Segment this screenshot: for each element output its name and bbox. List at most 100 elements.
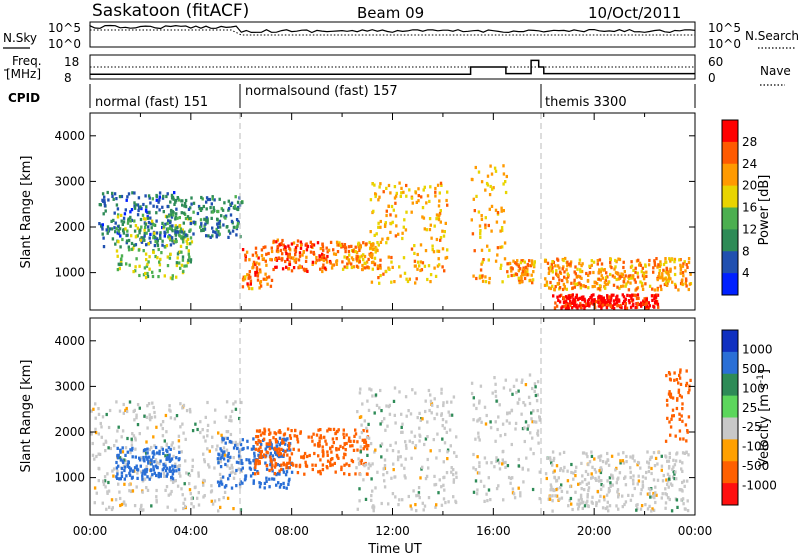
heatmap-cell [598,499,601,503]
heatmap-cell [558,270,562,274]
heatmap-cell [410,210,413,214]
heatmap-cell [148,416,151,420]
heatmap-cell [475,276,478,281]
heatmap-cell [181,422,184,426]
heatmap-cell [377,276,380,280]
heatmap-cell [669,482,673,486]
heatmap-cell [636,503,639,507]
heatmap-cell [580,303,583,307]
heatmap-cell [286,448,289,452]
heatmap-cell [278,436,282,440]
heatmap-cell [629,274,632,278]
heatmap-cell [622,260,625,264]
heatmap-cell [393,185,397,189]
heatmap-cell [582,295,585,299]
heatmap-cell [162,471,166,476]
heatmap-cell [282,433,286,437]
heatmap-cell [218,225,222,229]
heatmap-cell [190,502,193,506]
noise-right-tick-low: 10^0 [708,37,741,51]
heatmap-cell [605,493,609,497]
heatmap-cell [119,234,122,238]
heatmap-cell [120,466,124,471]
heatmap-cell [251,266,254,270]
heatmap-cell [495,399,498,403]
heatmap-cell [500,226,504,230]
heatmap-cell [162,462,165,466]
heatmap-cell [383,224,387,228]
heatmap-cell [238,416,241,421]
heatmap-cell [309,240,312,244]
heatmap-cell [389,213,392,217]
heatmap-cell [305,242,308,246]
heatmap-cell [572,477,575,481]
heatmap-cell [144,225,147,229]
heatmap-cell [640,281,644,285]
heatmap-cell [502,209,505,213]
heatmap-cell [554,301,557,305]
heatmap-cell [104,449,107,453]
heatmap-cell [159,423,163,427]
heatmap-cell [348,436,351,440]
heatmap-cell [173,191,176,195]
heatmap-cell [325,442,328,446]
heatmap-cell [179,230,182,234]
heatmap-cell [631,276,635,280]
heatmap-cell [170,476,173,480]
heatmap-cell [415,277,418,281]
heatmap-cell [570,301,574,305]
heatmap-cell [115,400,118,404]
heatmap-cell [159,474,162,478]
heatmap-cell [410,196,414,200]
heatmap-cell [509,476,513,481]
heatmap-cell [154,240,157,244]
heatmap-cell [568,498,571,503]
heatmap-cell [259,280,263,284]
heatmap-cell [583,304,587,308]
x-tick-labels: 00:00 04:00 08:00 12:00 16:00 20:00 00:00 [73,524,713,538]
heatmap-cell [506,411,509,415]
heatmap-cell [271,477,274,481]
heatmap-cell [94,416,97,420]
heatmap-cell [138,456,141,460]
heatmap-cell [523,276,527,281]
heatmap-cell [553,469,556,473]
heatmap-cell [422,188,425,192]
heatmap-cell [512,384,516,388]
heatmap-cell [452,468,455,472]
heatmap-cell [437,491,440,495]
heatmap-cell [184,216,188,221]
heatmap-cell [213,499,217,503]
heatmap-cell [549,280,552,285]
heatmap-cell [649,495,652,499]
noise-search-line [90,29,695,36]
heatmap-cell [111,194,114,198]
heatmap-cell [444,256,447,260]
heatmap-cell [387,183,391,188]
heatmap-cell [414,191,418,195]
heatmap-cell [414,391,417,395]
heatmap-cell [133,466,137,470]
heatmap-cell [518,397,521,401]
heatmap-cell [206,219,209,223]
heatmap-cell [153,471,156,475]
heatmap-cell [161,221,164,225]
heatmap-cell [259,452,262,456]
heatmap-cell [213,198,216,202]
heatmap-cell [577,504,581,508]
heatmap-cell [241,481,244,485]
heatmap-cell [593,280,596,284]
heatmap-cell [678,429,682,433]
heatmap-cell [377,225,380,229]
heatmap-cell [573,302,576,306]
heatmap-cell [334,432,337,436]
heatmap-cell [531,436,534,440]
heatmap-cell [387,255,390,259]
heatmap-cell [318,254,321,258]
heatmap-cell [538,497,541,501]
heatmap-cell [521,427,525,431]
heatmap-cell [455,435,458,439]
heatmap-cell [308,453,311,458]
heatmap-cell [447,410,450,414]
heatmap-cell [401,430,404,434]
